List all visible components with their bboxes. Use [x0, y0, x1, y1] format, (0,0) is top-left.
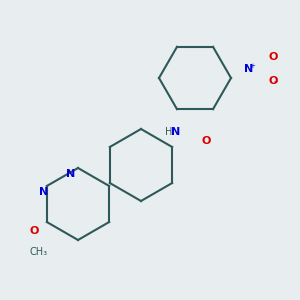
Text: O: O	[201, 136, 210, 146]
Text: H: H	[165, 127, 172, 137]
Text: O: O	[268, 76, 278, 86]
Text: +: +	[249, 63, 255, 69]
Text: O: O	[30, 226, 39, 236]
Text: CH₃: CH₃	[30, 247, 48, 257]
Text: N: N	[244, 64, 253, 74]
Text: N: N	[39, 187, 48, 197]
Text: N: N	[66, 169, 75, 179]
Text: O: O	[268, 52, 278, 62]
Text: N: N	[171, 127, 180, 137]
Text: -: -	[273, 76, 277, 86]
